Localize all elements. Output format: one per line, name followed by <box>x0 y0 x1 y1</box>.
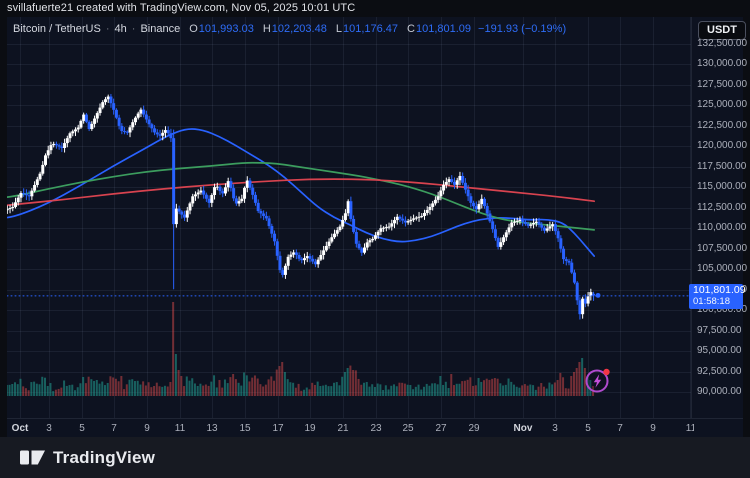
price-tick-label: 115,000.00 <box>697 181 747 193</box>
time-axis[interactable]: Oct 3 5 7 9 11 13 15 17 19 21 23 25 27 29 Nov 3 5 7 9 11 <box>7 418 743 437</box>
price-tick-label: 95,000.00 <box>697 345 742 357</box>
tradingview-logo-icon <box>20 450 45 465</box>
time-tick-label: 23 <box>370 423 382 434</box>
attribution-text: svillafuerte21 created with TradingView.… <box>7 2 356 14</box>
time-tick-label: 7 <box>617 423 623 434</box>
time-tick-month-label: Oct <box>11 423 29 434</box>
price-tick-label: 112,500.00 <box>697 201 747 213</box>
tradingview-logo[interactable]: TradingView <box>20 448 155 468</box>
symbol-title[interactable]: Bitcoin / TetherUS <box>13 23 101 35</box>
last-price-value: 101,801.09 <box>693 284 746 297</box>
price-tick-label: 130,000.00 <box>697 58 748 70</box>
exchange-label[interactable]: Binance <box>140 23 181 35</box>
time-tick-label: 5 <box>79 423 85 434</box>
legend-separator: · <box>105 23 110 35</box>
streak-badge[interactable] <box>583 365 613 395</box>
price-tick-label: 120,000.00 <box>697 140 748 152</box>
price-tick-label: 122,500.00 <box>697 119 748 131</box>
price-tick-label: 117,500.00 <box>697 160 747 172</box>
brand-name: TradingView <box>53 447 156 467</box>
lightning-icon <box>585 368 610 393</box>
time-tick-label: 7 <box>111 423 117 434</box>
footer-bar: TradingView <box>0 437 750 478</box>
ohlc-high: H102,203.48 <box>262 23 327 35</box>
price-tick-label: 100,000.00 <box>697 304 748 316</box>
price-tick-label: 97,500.00 <box>697 324 742 336</box>
time-tick-label: 11 <box>685 423 694 434</box>
time-tick-label: 19 <box>304 423 316 434</box>
currency-button[interactable]: USDT <box>698 21 746 40</box>
price-tick-label: 92,500.00 <box>697 365 742 377</box>
time-tick-label: 27 <box>435 423 447 434</box>
legend-separator: · <box>131 23 136 35</box>
chart-canvas[interactable] <box>7 17 691 418</box>
time-tick-label: 17 <box>272 423 284 434</box>
price-tick-label: 132,500.00 <box>697 38 748 49</box>
time-tick-label: 25 <box>402 423 414 434</box>
time-tick-month-label: Nov <box>513 423 533 434</box>
time-tick-label: 3 <box>552 423 558 434</box>
time-tick-label: 9 <box>650 423 656 434</box>
price-tick-label: 110,000.00 <box>697 222 747 234</box>
time-tick-label: 15 <box>239 423 251 434</box>
ohlc-close: C101,801.09 <box>407 23 472 35</box>
change-label: −191.93 (−0.19%) <box>478 23 567 35</box>
interval-label[interactable]: 4h <box>114 23 127 35</box>
time-tick-label: 3 <box>46 423 52 434</box>
price-tick-label: 127,500.00 <box>697 78 748 90</box>
time-tick-label: 11 <box>174 423 186 434</box>
price-tick-label: 107,500.00 <box>697 242 748 254</box>
time-tick-label: 29 <box>468 423 480 434</box>
time-tick-label: 5 <box>585 423 591 434</box>
chart-widget: Bitcoin / TetherUS · 4h · Binance O101,9… <box>7 17 747 437</box>
time-tick-label: 9 <box>144 423 150 434</box>
time-tick-label: 21 <box>337 423 349 434</box>
time-tick-label: 13 <box>206 423 218 434</box>
ohlc-open: O101,993.03 <box>189 23 254 35</box>
last-price-label: 101,801.09 01:58:18 <box>689 284 746 310</box>
price-tick-label: 90,000.00 <box>697 386 742 397</box>
price-tick-label: 105,000.00 <box>697 263 748 275</box>
bar-countdown: 01:58:18 <box>693 296 730 308</box>
symbol-legend[interactable]: Bitcoin / TetherUS · 4h · Binance O101,9… <box>13 23 566 35</box>
price-axis[interactable]: USDT 101,801.09 01:58:18 132,500.00 130,0… <box>689 17 747 418</box>
price-tick-label: 125,000.00 <box>697 99 748 111</box>
ohlc-low: L101,176.47 <box>335 23 399 35</box>
